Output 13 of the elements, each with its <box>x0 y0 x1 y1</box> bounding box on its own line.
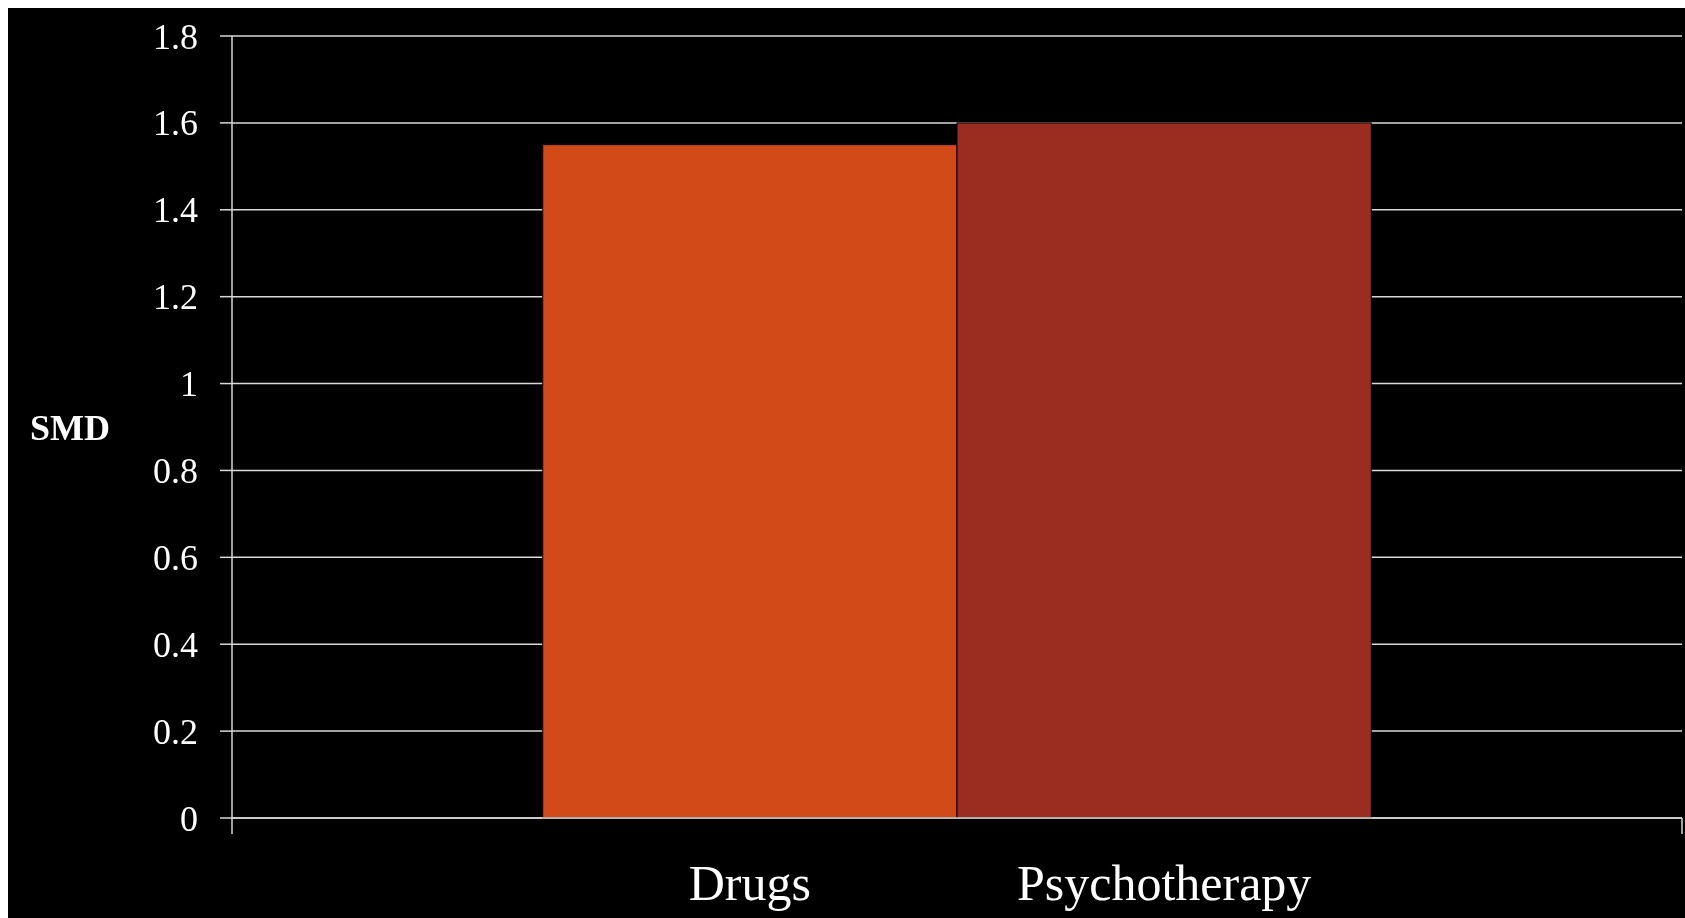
y-tick-label: 1.2 <box>153 277 198 318</box>
x-tick-label: Psychotherapy <box>1016 855 1312 911</box>
y-tick-label: 0.2 <box>153 711 198 752</box>
y-tick-label: 1.6 <box>153 103 198 144</box>
y-tick-label: 0.4 <box>153 624 198 665</box>
y-tick-label: 0.6 <box>153 537 198 578</box>
y-axis-title: SMD <box>30 407 110 448</box>
y-tick-label: 1.4 <box>153 190 198 231</box>
y-tick-label: 1.8 <box>153 16 198 57</box>
y-tick-label: 0 <box>180 798 198 839</box>
y-tick-label: 0.8 <box>153 451 198 492</box>
y-tick-label: 1 <box>180 364 198 405</box>
x-tick-label: Drugs <box>688 855 811 911</box>
